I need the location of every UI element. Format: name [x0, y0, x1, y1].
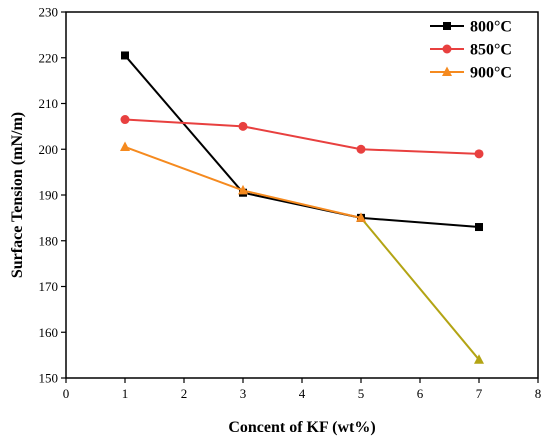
series-line-segment [360, 217, 480, 361]
y-tick-label: 160 [39, 325, 59, 340]
y-tick-label: 150 [39, 371, 59, 386]
x-tick-label: 7 [476, 386, 483, 401]
x-tick-label: 6 [417, 386, 424, 401]
legend-marker [442, 44, 452, 54]
x-tick-label: 2 [181, 386, 188, 401]
x-tick-label: 8 [535, 386, 542, 401]
y-axis-title: Surface Tension (mN/m) [9, 112, 26, 278]
data-point [356, 144, 366, 154]
data-point [475, 223, 483, 232]
x-tick-label: 1 [122, 386, 129, 401]
data-point [238, 184, 248, 195]
y-tick-label: 230 [39, 5, 59, 20]
data-point [120, 141, 130, 151]
x-axis-title: Concent of KF (wt%) [228, 419, 375, 436]
series-group [120, 51, 484, 364]
data-point [356, 212, 366, 222]
legend-label: 850°C [470, 42, 512, 59]
y-tick-label: 170 [39, 279, 59, 294]
y-tick-label: 210 [39, 96, 59, 111]
x-tick-label: 0 [63, 386, 70, 401]
series-line [124, 118, 480, 155]
y-tick-label: 190 [39, 188, 59, 203]
legend-item: 900°C [430, 65, 512, 82]
x-tick-label: 5 [358, 386, 365, 401]
y-tick-label: 180 [39, 233, 59, 248]
data-point [238, 121, 248, 131]
legend: 800°C 850°C 900°C [430, 19, 512, 82]
x-tick-label: 3 [240, 386, 247, 401]
data-point [120, 115, 130, 125]
series-line [124, 54, 480, 229]
legend-item: 850°C [430, 42, 512, 59]
data-point [474, 149, 484, 159]
series-2 [120, 141, 484, 364]
y-tick-label: 220 [39, 50, 59, 65]
data-point [121, 51, 129, 60]
legend-label: 800°C [470, 19, 512, 36]
legend-marker [443, 22, 451, 30]
data-point [474, 354, 484, 364]
axes: 0 1 2 3 4 5 6 7 8 150 160 170 180 190 200 210 220 230 [39, 5, 542, 402]
legend-item: 800°C [430, 19, 512, 36]
series-1 [120, 115, 484, 159]
x-tick-label: 4 [299, 386, 306, 401]
legend-label: 900°C [470, 65, 512, 82]
y-tick-label: 200 [39, 142, 59, 157]
legend-marker [442, 66, 452, 76]
